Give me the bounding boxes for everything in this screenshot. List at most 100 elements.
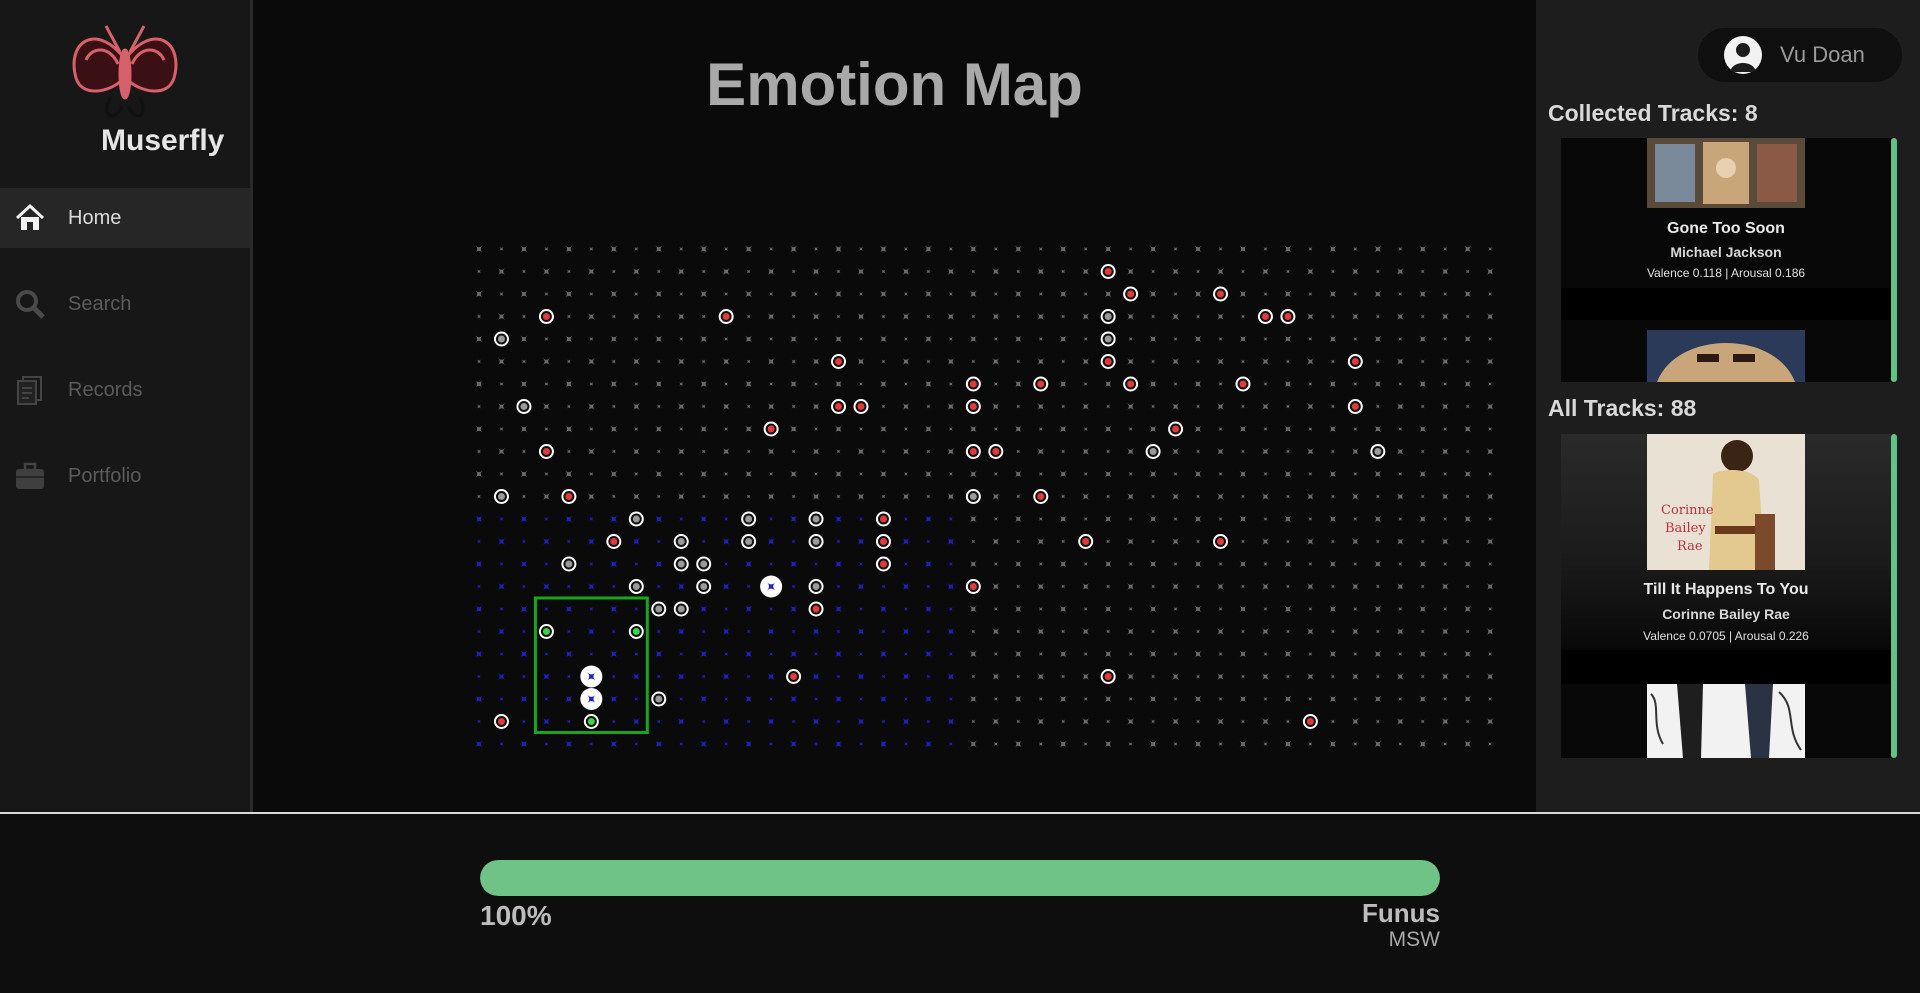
grid-cell[interactable]	[1059, 627, 1067, 635]
grid-cell[interactable]	[1216, 740, 1224, 748]
grid-cell[interactable]	[629, 264, 643, 278]
grid-cell[interactable]	[1374, 492, 1382, 500]
grid-cell[interactable]	[697, 422, 711, 436]
grid-cell[interactable]	[1438, 489, 1452, 503]
grid-cell[interactable]	[857, 695, 865, 703]
grid-cell[interactable]	[1303, 489, 1317, 503]
grid-cell[interactable]	[1168, 534, 1182, 548]
grid-cell[interactable]	[1329, 627, 1337, 635]
grid-cell[interactable]	[1303, 354, 1317, 368]
grid-cell[interactable]	[966, 692, 980, 706]
grid-cell[interactable]	[632, 605, 640, 613]
grid-cell[interactable]	[879, 357, 887, 365]
grid-cell[interactable]	[1329, 537, 1337, 545]
grid-cell[interactable]	[677, 515, 685, 523]
track-marker-gray[interactable]	[1100, 331, 1116, 347]
grid-cell[interactable]	[876, 242, 890, 256]
grid-cell[interactable]	[944, 354, 958, 368]
track-marker-red[interactable]	[1100, 354, 1116, 369]
grid-cell[interactable]	[1014, 492, 1022, 500]
grid-cell[interactable]	[1124, 714, 1138, 728]
track-marker-gray[interactable]	[1370, 444, 1386, 459]
grid-cell[interactable]	[989, 354, 1003, 368]
grid-cell[interactable]	[1171, 290, 1179, 298]
grid-cell[interactable]	[1348, 579, 1362, 593]
grid-cell[interactable]	[655, 357, 663, 365]
grid-cell[interactable]	[1284, 672, 1292, 680]
grid-cell[interactable]	[879, 717, 887, 725]
grid-cell[interactable]	[494, 399, 508, 413]
grid-cell[interactable]	[699, 717, 707, 725]
grid-cell[interactable]	[1213, 669, 1227, 683]
grid-cell[interactable]	[1396, 425, 1404, 433]
grid-cell[interactable]	[944, 669, 958, 683]
track-marker-gray[interactable]	[673, 534, 689, 549]
grid-cell[interactable]	[789, 312, 797, 320]
grid-cell[interactable]	[584, 489, 598, 503]
grid-cell[interactable]	[1081, 245, 1089, 253]
grid-cell[interactable]	[674, 309, 688, 323]
grid-cell[interactable]	[1371, 467, 1385, 481]
grid-cell[interactable]	[989, 669, 1003, 683]
grid-cell[interactable]	[944, 714, 958, 728]
grid-cell[interactable]	[1463, 627, 1471, 635]
grid-cell[interactable]	[1461, 692, 1475, 706]
grid-cell[interactable]	[677, 425, 685, 433]
grid-cell[interactable]	[1416, 512, 1430, 526]
grid-cell[interactable]	[1213, 579, 1227, 593]
grid-cell[interactable]	[610, 447, 618, 455]
grid-cell[interactable]	[1104, 537, 1112, 545]
grid-cell[interactable]	[1037, 425, 1045, 433]
grid-cell[interactable]	[1463, 717, 1471, 725]
grid-cell[interactable]	[1393, 444, 1407, 458]
grid-cell[interactable]	[722, 335, 730, 343]
grid-cell[interactable]	[1461, 467, 1475, 481]
grid-cell[interactable]	[607, 512, 621, 526]
grid-cell[interactable]	[565, 402, 573, 410]
track-marker-gray[interactable]	[808, 579, 824, 594]
grid-cell[interactable]	[1059, 402, 1067, 410]
grid-cell[interactable]	[1146, 602, 1160, 616]
grid-cell[interactable]	[1104, 447, 1112, 455]
grid-cell[interactable]	[1216, 245, 1224, 253]
grid-cell[interactable]	[587, 560, 595, 568]
grid-cell[interactable]	[1191, 647, 1205, 661]
grid-cell[interactable]	[1059, 447, 1067, 455]
grid-cell[interactable]	[472, 737, 486, 751]
track-marker-gray[interactable]	[741, 511, 757, 527]
track-marker-gray[interactable]	[651, 601, 667, 617]
grid-cell[interactable]	[1461, 602, 1475, 616]
grid-cell[interactable]	[1216, 515, 1224, 523]
grid-cell[interactable]	[1396, 695, 1404, 703]
grid-cell[interactable]	[899, 714, 913, 728]
track-marker-red[interactable]	[853, 399, 869, 414]
grid-cell[interactable]	[1037, 605, 1045, 613]
grid-cell[interactable]	[1081, 335, 1089, 343]
grid-cell[interactable]	[1056, 692, 1070, 706]
grid-cell[interactable]	[1079, 714, 1093, 728]
grid-cell[interactable]	[742, 422, 756, 436]
grid-cell[interactable]	[539, 714, 553, 728]
grid-cell[interactable]	[1216, 695, 1224, 703]
track-marker-red[interactable]	[1280, 309, 1296, 324]
grid-cell[interactable]	[1101, 422, 1115, 436]
grid-cell[interactable]	[992, 740, 1000, 748]
grid-cell[interactable]	[787, 557, 801, 571]
grid-cell[interactable]	[944, 399, 958, 413]
grid-cell[interactable]	[494, 534, 508, 548]
user-menu-button[interactable]: Vu Doan	[1698, 28, 1902, 82]
grid-cell[interactable]	[947, 740, 955, 748]
grid-cell[interactable]	[587, 380, 595, 388]
grid-cell[interactable]	[1418, 402, 1426, 410]
grid-cell[interactable]	[744, 357, 752, 365]
grid-cell[interactable]	[1441, 335, 1449, 343]
grid-cell[interactable]	[831, 377, 845, 391]
grid-cell[interactable]	[879, 672, 887, 680]
grid-cell[interactable]	[697, 647, 711, 661]
grid-cell[interactable]	[1236, 287, 1250, 301]
grid-cell[interactable]	[1216, 650, 1224, 658]
grid-cell[interactable]	[542, 650, 550, 658]
grid-cell[interactable]	[1351, 515, 1359, 523]
grid-cell[interactable]	[1126, 470, 1134, 478]
grid-cell[interactable]	[1261, 245, 1269, 253]
